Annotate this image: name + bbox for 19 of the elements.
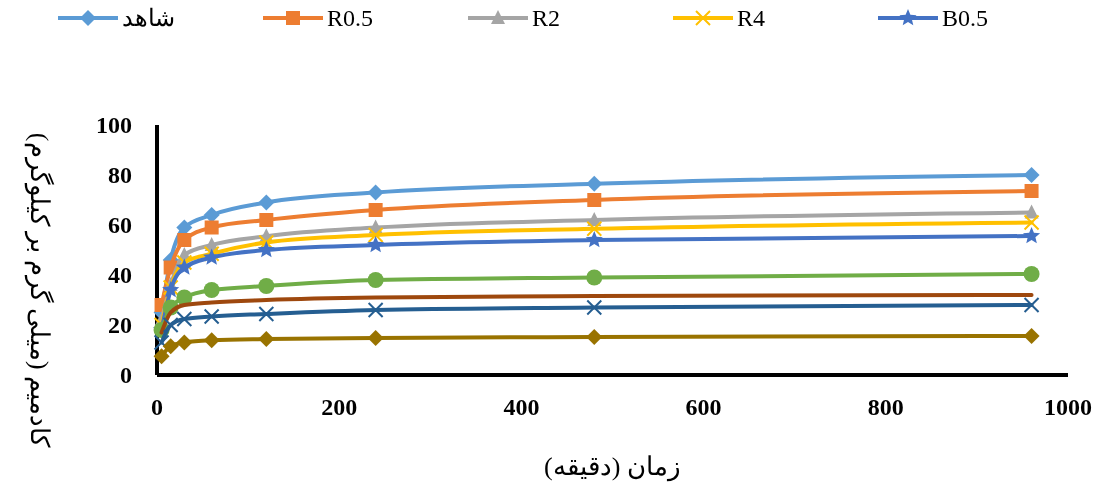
y-tick-label: 80 [108, 162, 132, 189]
y-axis-title: کادمیم (میلی گرم بر کیلوگرم) [23, 132, 55, 449]
legend-label: R2 [532, 5, 561, 32]
x-tick-label: 1000 [1044, 394, 1092, 420]
x-tick-label: 400 [503, 394, 540, 420]
x-tick-label: 600 [685, 394, 722, 420]
legend-label: شاهد [122, 5, 175, 32]
y-tick-label: 60 [108, 212, 132, 239]
legend-label: B0.5 [942, 5, 989, 32]
y-tick-label: 40 [108, 262, 132, 289]
legend-label: R4 [737, 5, 766, 32]
x-axis-title: زمان (دقیقه) [544, 452, 681, 482]
x-tick-label: 800 [867, 394, 904, 420]
x-tick-label: 0 [151, 394, 163, 420]
x-tick-label: 200 [321, 394, 358, 420]
y-tick-label: 100 [96, 112, 132, 139]
y-tick-label: 20 [108, 312, 132, 339]
legend-label: R0.5 [327, 5, 374, 32]
y-tick-label: 0 [120, 362, 132, 389]
